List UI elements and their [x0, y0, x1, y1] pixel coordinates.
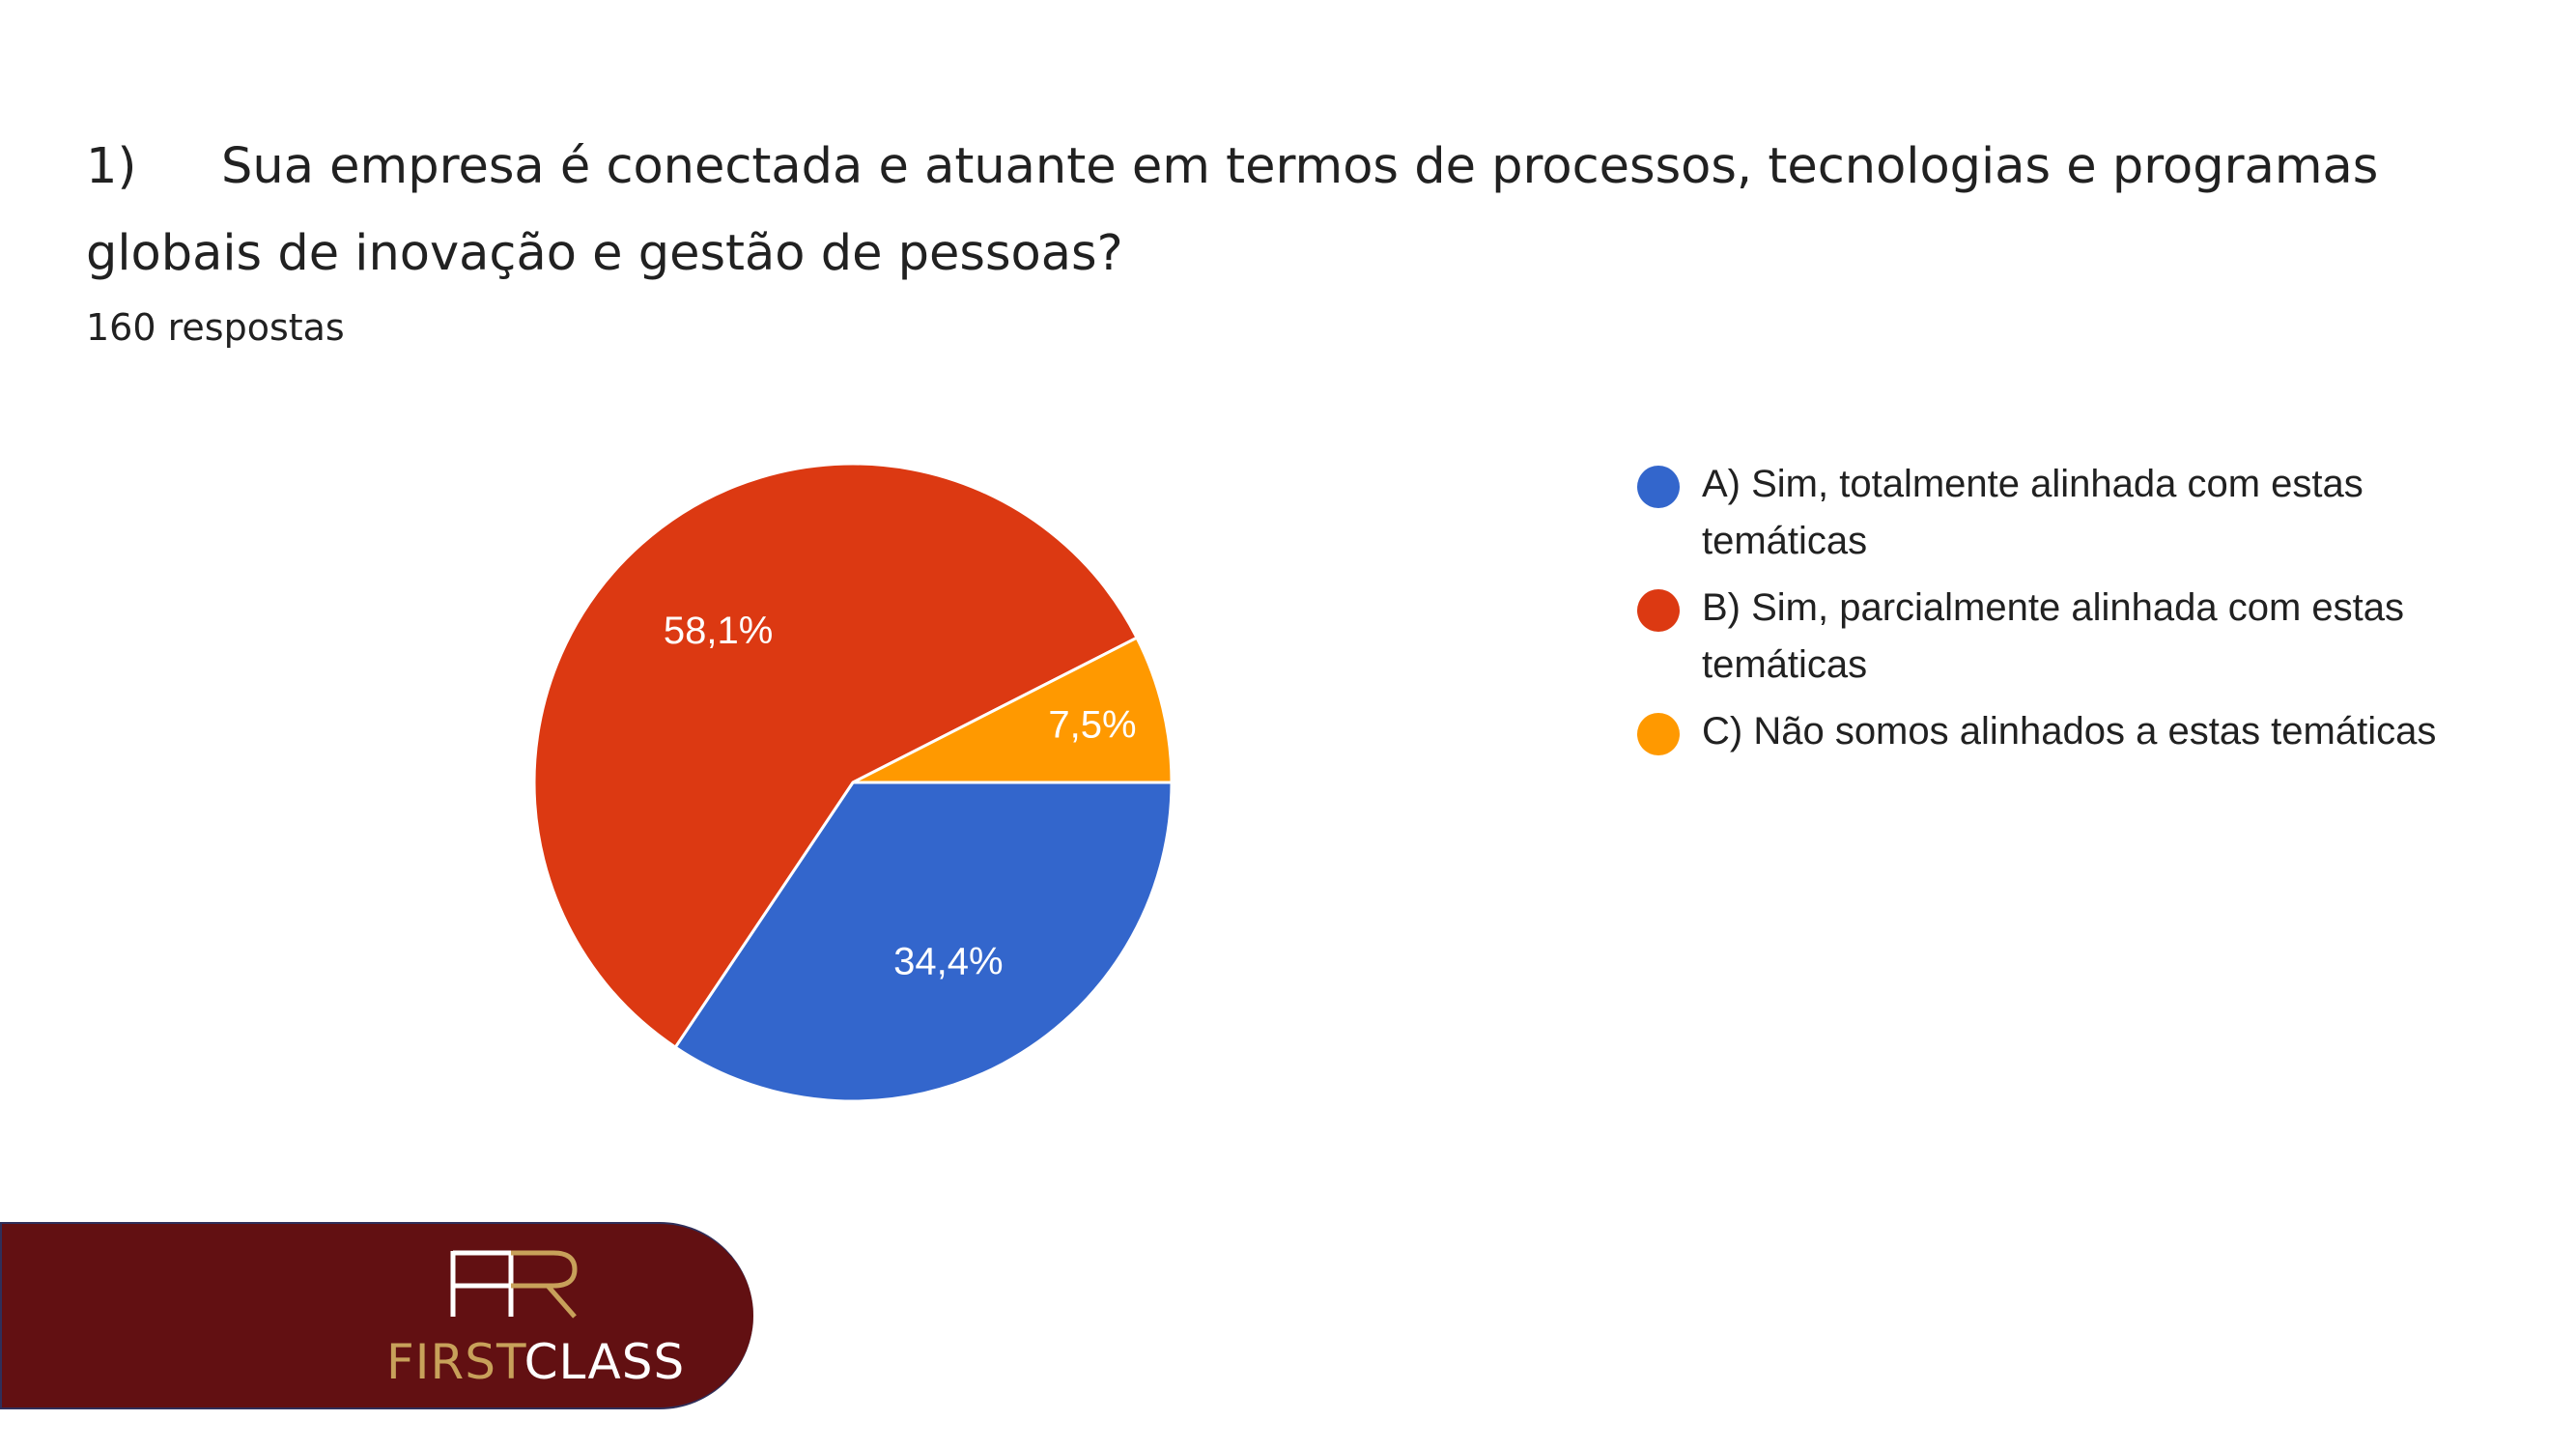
- pie-label-b: 58,1%: [664, 610, 773, 652]
- chart-legend: A) Sim, totalmente alinhada com estas te…: [1637, 456, 2506, 770]
- pie-slice-c: [852, 636, 1174, 784]
- pie-label-a: 34,4%: [893, 940, 1003, 982]
- brand-wordmark: FIRSTCLASS: [386, 1333, 685, 1391]
- legend-dot-icon: [1637, 589, 1680, 632]
- brand-word-class: CLASS: [524, 1334, 686, 1390]
- brand-bar: [0, 1222, 753, 1409]
- legend-label: C) Não somos alinhados a estas temáticas: [1702, 710, 2437, 753]
- legend-dot-icon: [1637, 713, 1680, 755]
- pie-slice-b: [532, 462, 1140, 1050]
- legend-item-b: B) Sim, parcialmente alinhada com estas …: [1637, 580, 2494, 694]
- question-text: Sua empresa é conectada e atuante em ter…: [86, 138, 2379, 282]
- hr-logo-icon: [450, 1250, 578, 1319]
- legend-item-a: A) Sim, totalmente alinhada com estas te…: [1637, 456, 2494, 570]
- question-title: 1) Sua empresa é conectada e atuante em t…: [86, 124, 2481, 298]
- pie-slice-a: [673, 781, 1174, 1103]
- legend-label: B) Sim, parcialmente alinhada com estas …: [1702, 586, 2404, 686]
- legend-dot-icon: [1637, 466, 1680, 508]
- legend-label: A) Sim, totalmente alinhada com estas te…: [1702, 463, 2364, 562]
- question-number: 1): [86, 138, 137, 195]
- response-count: 160 respostas: [86, 306, 345, 349]
- legend-item-c: C) Não somos alinhados a estas temáticas: [1637, 703, 2494, 760]
- pie-label-c: 7,5%: [1048, 703, 1136, 746]
- brand-word-first: FIRST: [386, 1334, 524, 1390]
